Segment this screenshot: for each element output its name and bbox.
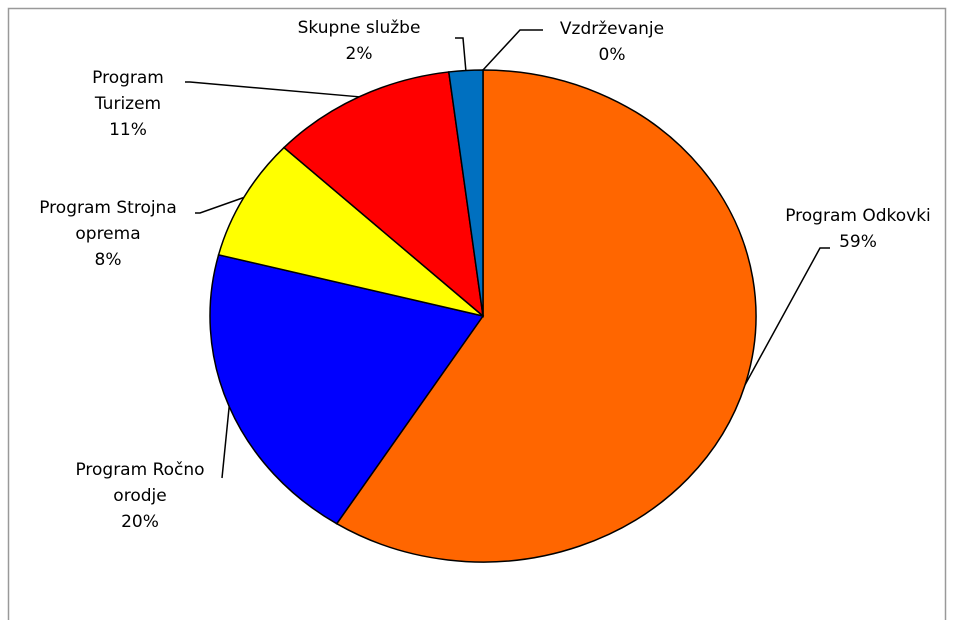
slice-label: Program Turizem 11% (78, 65, 178, 143)
chart-frame (7, 7, 947, 620)
leader-line (195, 196, 245, 214)
pie-slice (209, 253, 485, 525)
slice-label: Vzdrževanje 0% (537, 16, 687, 68)
slice-value-label: 8% (94, 250, 122, 270)
leader-line (744, 247, 830, 385)
slice-value-label: 59% (839, 232, 877, 252)
leader-line (221, 406, 230, 479)
slice-category-label: Program Odkovki (785, 206, 931, 226)
pie-slice (217, 146, 484, 317)
slice-label: Program Ročno orodje 20% (55, 457, 225, 535)
slice-value-label: 11% (109, 120, 147, 140)
slice-category-label: Program Strojna oprema (39, 198, 177, 244)
pie-slice (282, 71, 485, 318)
slice-value-label: 2% (345, 44, 373, 64)
slice-value-label: 20% (121, 512, 159, 532)
pie-slice (447, 69, 484, 317)
slice-category-label: Program Turizem (92, 68, 164, 114)
slice-value-label: 0% (598, 45, 626, 65)
leader-line (185, 81, 360, 98)
slice-label: Program Odkovki 59% (758, 203, 954, 255)
slice-category-label: Program Ročno orodje (75, 460, 205, 506)
slice-category-label: Vzdrževanje (559, 19, 665, 39)
slice-label: Program Strojna oprema 8% (18, 195, 198, 273)
slice-category-label: Skupne službe (297, 18, 421, 38)
slice-label: Skupne službe 2% (279, 15, 439, 67)
pie-slice (335, 69, 757, 563)
leader-line (482, 29, 543, 71)
leader-line (455, 37, 467, 71)
